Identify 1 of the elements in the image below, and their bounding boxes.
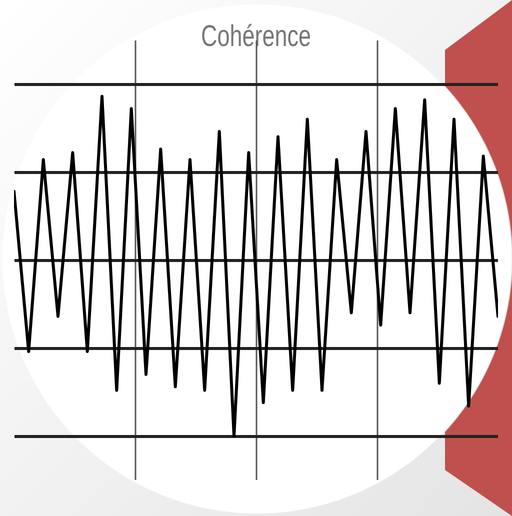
chart-title: Cohérence <box>200 20 312 54</box>
